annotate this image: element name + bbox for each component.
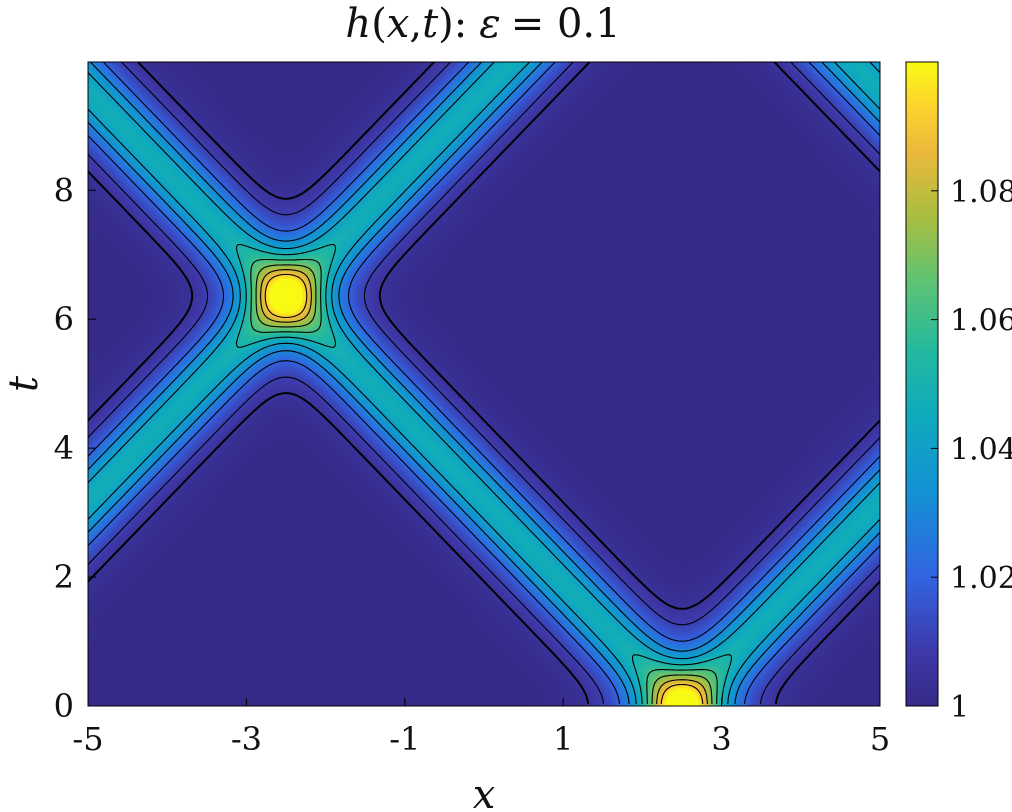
- colorbar: 1 1.02 1.04 1.06 1.08: [905, 61, 1012, 725]
- contour-lines: [87, 61, 881, 705]
- colorbar-tick-label: 1.06: [950, 304, 1012, 339]
- contour-level-2: [87, 61, 881, 705]
- y-tick-label: 6: [54, 300, 74, 338]
- colorbar-tick-label: 1.08: [950, 175, 1012, 210]
- contour-level-4: [87, 61, 881, 705]
- x-tick-label: 1: [553, 720, 573, 758]
- y-axis-ticks: 0 2 4 6 8: [54, 171, 96, 725]
- contour-level-7: [255, 264, 713, 704]
- plot-area: [87, 61, 881, 707]
- plot-frame: [87, 61, 881, 707]
- x-tick-label: 3: [711, 720, 731, 758]
- contour-level-1: [87, 61, 881, 705]
- y-tick-label: 0: [54, 687, 74, 725]
- heatmap-image: [88, 62, 880, 706]
- contour-level-0: [87, 61, 881, 705]
- x-tick-label: 5: [870, 720, 890, 758]
- colorbar-ticks: 1 1.02 1.04 1.06 1.08: [931, 175, 1012, 725]
- x-tick-label: -3: [231, 720, 262, 758]
- contour-level-5: [235, 244, 733, 705]
- y-axis-label: t: [1, 375, 47, 392]
- contour-level-8: [260, 269, 708, 705]
- y-tick-label: 4: [54, 429, 74, 467]
- x-axis-label: x: [473, 772, 496, 812]
- colorbar-frame: [905, 61, 939, 707]
- colorbar-gradient: [906, 62, 938, 706]
- chart-title: h(x,t): ε = 0.1: [345, 1, 620, 47]
- y-tick-label: 2: [54, 558, 74, 596]
- colorbar-tick-label: 1: [950, 690, 969, 725]
- contour-level-9: [264, 273, 704, 705]
- x-tick-label: -5: [72, 720, 103, 758]
- colorbar-tick-label: 1.02: [950, 561, 1012, 596]
- contour-level-6: [250, 258, 718, 704]
- y-tick-label: 8: [54, 171, 74, 209]
- colorbar-tick-label: 1.04: [950, 432, 1012, 467]
- x-tick-label: -1: [389, 720, 420, 758]
- x-axis-ticks: -5 -3 -1 1 3 5: [72, 698, 890, 758]
